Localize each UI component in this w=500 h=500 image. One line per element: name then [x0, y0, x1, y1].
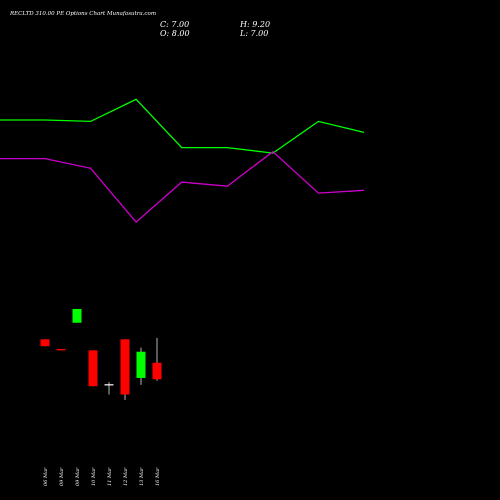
date-label: 09 Mar — [75, 467, 81, 486]
date-label: 09 Mar — [59, 467, 65, 486]
candles — [40, 308, 162, 400]
date-label: 13 Mar — [139, 467, 145, 486]
candle-5 — [120, 339, 130, 400]
date-label: 12 Mar — [123, 467, 129, 486]
date-label: 16 Mar — [155, 467, 161, 486]
candle-body — [104, 384, 114, 386]
date-labels: 06 Mar 09 Mar 09 Mar 10 Mar 11 Mar 12 Mar 13 M… — [43, 467, 161, 486]
high-value: H: 9.20 — [239, 20, 270, 29]
low-value: L: 7.00 — [239, 29, 268, 38]
candle-body — [72, 308, 82, 323]
indicator-lines — [0, 98, 365, 224]
upper-band-line — [0, 98, 365, 154]
candle-4 — [104, 382, 114, 395]
date-label: 10 Mar — [91, 467, 97, 486]
date-label: 11 Mar — [107, 467, 113, 486]
candle-1 — [56, 348, 66, 351]
candle-body — [88, 350, 98, 387]
chart-title: RECLTD 310.00 PE Options Chart Munafasut… — [9, 11, 156, 17]
close-value: C: 7.00 — [160, 20, 189, 29]
candle-body — [56, 348, 66, 351]
lower-band-line — [0, 150, 365, 224]
candle-body — [40, 339, 50, 347]
open-value: O: 8.00 — [160, 29, 190, 38]
candle-7 — [152, 337, 162, 381]
candle-body — [152, 362, 162, 380]
candle-0 — [40, 339, 50, 347]
candle-6 — [136, 347, 146, 385]
date-label: 06 Mar — [43, 467, 49, 486]
candle-body — [120, 339, 130, 395]
candle-3 — [88, 350, 98, 387]
candle-2 — [72, 308, 82, 323]
candle-body — [136, 351, 146, 378]
